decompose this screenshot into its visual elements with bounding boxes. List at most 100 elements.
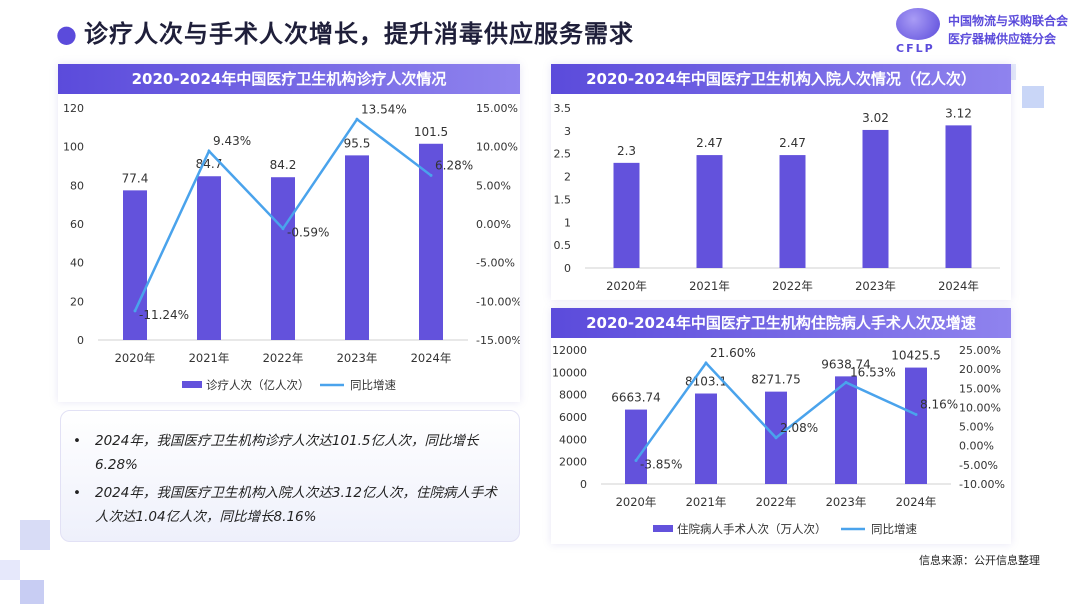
y2-tick-label: -10.00% <box>959 478 1005 491</box>
line-point <box>704 361 708 365</box>
bar <box>345 155 369 340</box>
x-tick-label: 2024年 <box>896 495 937 509</box>
y-tick-label: 1.5 <box>554 193 572 206</box>
line-value-label: 8.16% <box>920 397 958 411</box>
page-title: ● 诊疗人次与手术人次增长，提升消毒供应服务需求 <box>56 14 634 49</box>
legend-bar-swatch <box>653 525 673 532</box>
y-tick-label: 60 <box>70 218 84 231</box>
line-value-label: 21.60% <box>710 346 756 360</box>
logo: CFLP 中国物流与采购联合会 医疗器械供应链分会 <box>890 6 1080 62</box>
x-tick-label: 2023年 <box>337 351 378 365</box>
y-tick-label: 6000 <box>559 411 587 424</box>
y2-tick-label: 10.00% <box>959 401 1001 414</box>
legend-line-label: 同比增速 <box>350 378 396 392</box>
line-point <box>429 173 433 177</box>
line-value-label: 13.54% <box>361 102 407 116</box>
legend-bar-label: 诊疗人次（亿人次） <box>206 378 310 392</box>
line-point <box>914 412 918 416</box>
y-tick-label: 0.5 <box>554 239 572 252</box>
line-point <box>774 436 778 440</box>
bar <box>625 409 647 484</box>
bar-value-label: 2.47 <box>779 136 806 150</box>
y-tick-label: 3.5 <box>554 102 572 115</box>
y2-tick-label: 20.00% <box>959 363 1001 376</box>
legend-line-label: 同比增速 <box>871 522 917 536</box>
y2-tick-label: 15.00% <box>959 382 1001 395</box>
x-tick-label: 2020年 <box>115 351 156 365</box>
y-tick-label: 120 <box>63 102 84 115</box>
x-tick-label: 2020年 <box>606 279 647 293</box>
bar-value-label: 3.12 <box>945 106 972 120</box>
y-tick-label: 20 <box>70 295 84 308</box>
x-tick-label: 2022年 <box>756 495 797 509</box>
x-tick-label: 2023年 <box>855 279 896 293</box>
x-tick-label: 2022年 <box>263 351 304 365</box>
chart-panel-surgery: 2020-2024年中国医疗卫生机构住院病人手术人次及增速 0 2000 4000 6… <box>551 308 1011 544</box>
bar <box>779 155 806 268</box>
bar-value-label: 8271.75 <box>751 373 801 387</box>
bar <box>613 162 640 268</box>
note-item: 2024年，我国医疗卫生机构诊疗人次达101.5亿人次，同比增长6.28% <box>73 429 503 477</box>
bar <box>695 393 717 484</box>
y-tick-label: 2000 <box>559 456 587 469</box>
y-tick-label: 0 <box>77 334 84 347</box>
bar-value-label: 9638.74 <box>821 357 871 371</box>
y-tick-label: 2.5 <box>554 148 572 161</box>
x-tick-label: 2022年 <box>772 279 813 293</box>
bar <box>197 176 221 340</box>
y2-tick-label: -10.00% <box>476 295 520 308</box>
bar-value-label: 2.3 <box>617 144 636 158</box>
chart-surgery: 0 2000 4000 6000 8000 10000 12000 -10.00% -5.00%… <box>552 344 1005 536</box>
y2-tick-label: -5.00% <box>959 459 998 472</box>
decor-square <box>1022 86 1044 108</box>
x-tick-label: 2024年 <box>938 279 979 293</box>
bar-value-label: 101.5 <box>414 125 448 139</box>
x-tick-label: 2023年 <box>826 495 867 509</box>
logo-line-2: 医疗器械供应链分会 <box>948 32 1057 46</box>
decor-square <box>20 520 50 550</box>
y-tick-label: 10000 <box>552 366 587 379</box>
line-point <box>281 227 285 231</box>
y2-tick-label: 10.00% <box>476 141 518 154</box>
y2-tick-label: 15.00% <box>476 102 518 115</box>
y2-tick-label: 5.00% <box>959 421 994 434</box>
y-tick-label: 12000 <box>552 344 587 357</box>
chart-title: 2020-2024年中国医疗卫生机构住院病人手术人次及增速 <box>551 308 1011 338</box>
bar <box>123 190 147 340</box>
line-point <box>844 380 848 384</box>
bar <box>835 376 857 484</box>
line-value-label: 9.43% <box>213 134 251 148</box>
y2-tick-label: 25.00% <box>959 344 1001 357</box>
line-point <box>355 117 359 121</box>
page-title-text: 诊疗人次与手术人次增长，提升消毒供应服务需求 <box>83 20 634 48</box>
legend-bar-label: 住院病人手术人次（万人次） <box>677 522 827 536</box>
y-tick-label: 80 <box>70 179 84 192</box>
bar-value-label: 10425.5 <box>891 349 941 363</box>
title-bullet: ● <box>56 20 78 48</box>
logo-emblem-icon <box>896 8 940 40</box>
legend-bar-swatch <box>182 381 202 388</box>
logo-line-1: 中国物流与采购联合会 <box>948 14 1069 28</box>
bar-value-label: 95.5 <box>344 136 371 150</box>
y-tick-label: 0 <box>580 478 587 491</box>
decor-square <box>0 560 20 580</box>
line-point <box>207 149 211 153</box>
y2-tick-label: 5.00% <box>476 179 511 192</box>
logo-abbr: CFLP <box>896 42 935 55</box>
bar <box>696 155 723 268</box>
note-item: 2024年，我国医疗卫生机构入院人次达3.12亿人次，住院病人手术人次达1.04… <box>73 481 503 529</box>
y-tick-label: 3 <box>564 125 571 138</box>
bar <box>271 177 295 340</box>
y-tick-label: 2 <box>564 171 571 184</box>
source-note: 信息来源：公开信息整理 <box>919 554 1040 567</box>
y-tick-label: 1 <box>564 216 571 229</box>
bar <box>905 367 927 484</box>
y-tick-label: 100 <box>63 141 84 154</box>
chart-outpatient: 0 20 40 60 80 100 120 -15.00% -10.00% -5.00% 0.00%… <box>63 102 520 392</box>
line-value-label: -11.24% <box>139 308 189 322</box>
x-tick-label: 2020年 <box>616 495 657 509</box>
y2-tick-label: 0.00% <box>959 440 994 453</box>
chart-admission: 0 0.5 1 1.5 2 2.5 3 3.5 2020年 2021年 2022年 2023年 2024… <box>554 102 1000 293</box>
bar <box>419 143 443 340</box>
x-tick-label: 2021年 <box>686 495 727 509</box>
